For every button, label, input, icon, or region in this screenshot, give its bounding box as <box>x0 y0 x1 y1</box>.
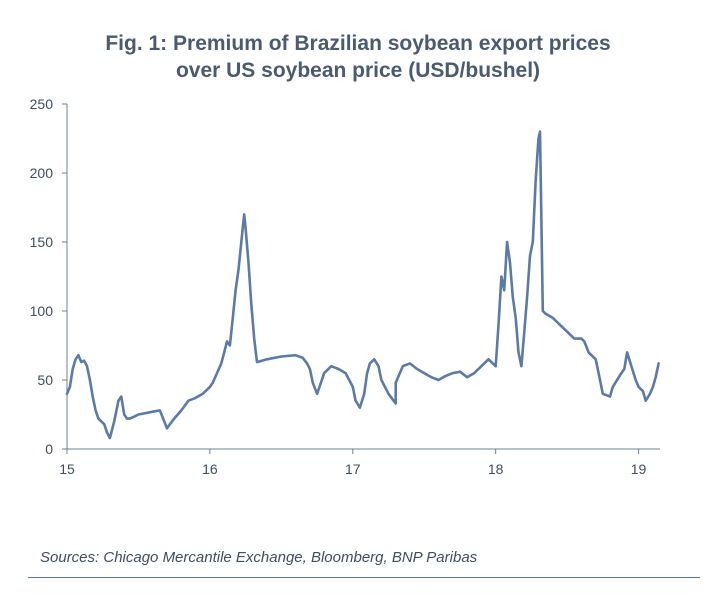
x-tick-label: 16 <box>202 461 218 477</box>
chart-title-line-1: Fig. 1: Premium of Brazilian soybean exp… <box>105 32 611 55</box>
series-group <box>65 130 660 440</box>
chart-title-line-2: over US soybean price (USD/bushel) <box>175 59 541 82</box>
y-tick-label: 50 <box>37 372 53 388</box>
x-tick-label: 19 <box>631 461 647 477</box>
y-tick-label: 200 <box>30 165 54 181</box>
series-line-premium <box>65 130 660 440</box>
y-tick-label: 100 <box>30 303 54 319</box>
source-note: Sources: Chicago Mercantile Exchange, Bl… <box>40 549 478 566</box>
y-tick-label: 250 <box>30 96 54 112</box>
x-tick-label: 15 <box>59 461 75 477</box>
x-tick-label: 18 <box>488 461 504 477</box>
y-tick-label: 0 <box>45 441 53 457</box>
bottom-divider <box>28 577 700 578</box>
y-tick-label: 150 <box>30 234 54 250</box>
y-axis: 0 50 100 150 200 250 <box>30 96 68 457</box>
chart-title: Fig. 1: Premium of Brazilian soybean exp… <box>0 30 716 84</box>
x-axis: 15 16 17 18 19 <box>59 448 660 477</box>
x-tick-label: 17 <box>345 461 361 477</box>
